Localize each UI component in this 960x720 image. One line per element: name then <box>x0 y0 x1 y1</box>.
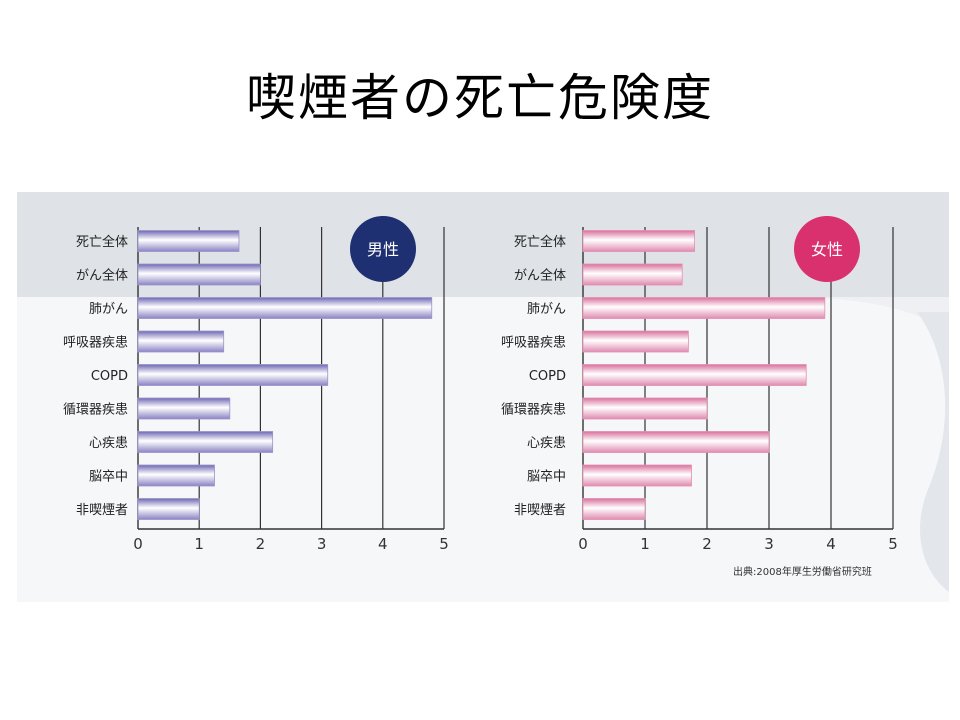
male-category-label: COPD <box>91 369 128 384</box>
male-category-label: 呼吸器疾患 <box>63 336 128 351</box>
female-bar <box>582 397 708 420</box>
female-bar <box>582 464 692 487</box>
female-x-tick-label: 3 <box>764 535 774 553</box>
female-bar <box>582 263 683 286</box>
female-bar <box>582 297 826 319</box>
female-category-label: 死亡全体 <box>514 234 566 250</box>
figure-side-wave <box>917 312 949 592</box>
male-x-tick-label: 5 <box>439 535 449 553</box>
female-bar <box>582 364 807 386</box>
male-x-tick-label: 4 <box>378 535 388 553</box>
chart-figure: 0 1 2 3 4 5 死亡全体がん全体肺がん呼吸器疾患 COPD 循環器疾患心疾患脳卒中非喫煙… <box>17 192 949 602</box>
male-category-label: 肺がん <box>89 302 128 317</box>
female-bar <box>582 330 689 353</box>
female-category-label: 肺がん <box>527 302 566 317</box>
female-bar <box>582 431 770 453</box>
male-bar <box>137 263 261 286</box>
male-badge-circle <box>350 216 416 282</box>
female-category-label: 心疾患 <box>527 436 566 451</box>
male-bar <box>137 464 215 487</box>
slide-title: 喫煙者の死亡危険度 <box>246 69 714 127</box>
male-x-tick-label: 2 <box>256 535 266 553</box>
male-bar <box>137 498 200 520</box>
female-bar <box>582 498 646 520</box>
male-bar <box>137 297 433 319</box>
male-x-tick-label: 0 <box>133 535 143 553</box>
male-bar <box>137 230 240 252</box>
female-category-label: COPD <box>529 369 566 384</box>
female-x-tick-label: 1 <box>640 535 650 553</box>
female-x-tick-label: 0 <box>578 535 588 553</box>
female-category-label: 非喫煙者 <box>514 503 566 518</box>
male-category-label: 心疾患 <box>89 436 128 451</box>
male-bar <box>137 431 274 453</box>
female-bar <box>582 230 695 252</box>
female-category-label: 循環器疾患 <box>501 403 566 418</box>
female-badge-label: 女性 <box>811 240 843 259</box>
male-category-label: 脳卒中 <box>89 470 128 485</box>
female-x-tick-label: 2 <box>702 535 712 553</box>
male-bar <box>137 364 329 386</box>
male-bar <box>137 397 231 420</box>
male-category-label: 死亡全体 <box>76 234 128 250</box>
source-note: 出典:2008年厚生労働省研究班 <box>733 565 872 578</box>
female-category-label: がん全体 <box>514 268 566 284</box>
male-badge-label: 男性 <box>367 240 399 259</box>
male-bar <box>137 330 225 353</box>
male-x-tick-label: 1 <box>194 535 204 553</box>
female-badge-circle <box>794 216 860 282</box>
female-category-label: 呼吸器疾患 <box>501 336 566 351</box>
female-x-tick-label: 5 <box>888 535 898 553</box>
female-x-tick-label: 4 <box>826 535 836 553</box>
male-category-label: がん全体 <box>76 268 128 284</box>
male-x-tick-label: 3 <box>317 535 327 553</box>
male-category-label: 循環器疾患 <box>63 403 128 418</box>
female-category-label: 脳卒中 <box>527 470 566 485</box>
male-category-label: 非喫煙者 <box>76 503 128 518</box>
